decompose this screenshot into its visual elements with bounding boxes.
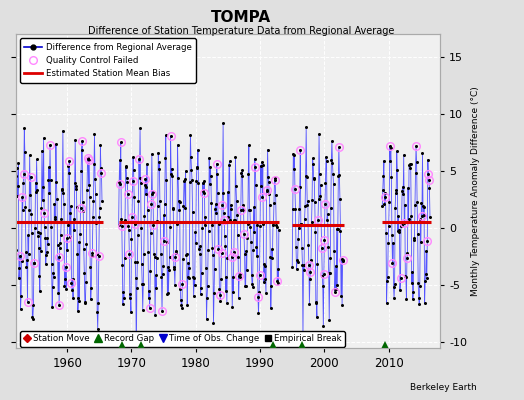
- Text: Difference of Station Temperature Data from Regional Average: Difference of Station Temperature Data f…: [88, 26, 394, 36]
- Text: TOMPA: TOMPA: [211, 10, 271, 25]
- Text: Berkeley Earth: Berkeley Earth: [410, 383, 477, 392]
- Y-axis label: Monthly Temperature Anomaly Difference (°C): Monthly Temperature Anomaly Difference (…: [472, 86, 481, 296]
- Legend: Station Move, Record Gap, Time of Obs. Change, Empirical Break: Station Move, Record Gap, Time of Obs. C…: [20, 331, 345, 347]
